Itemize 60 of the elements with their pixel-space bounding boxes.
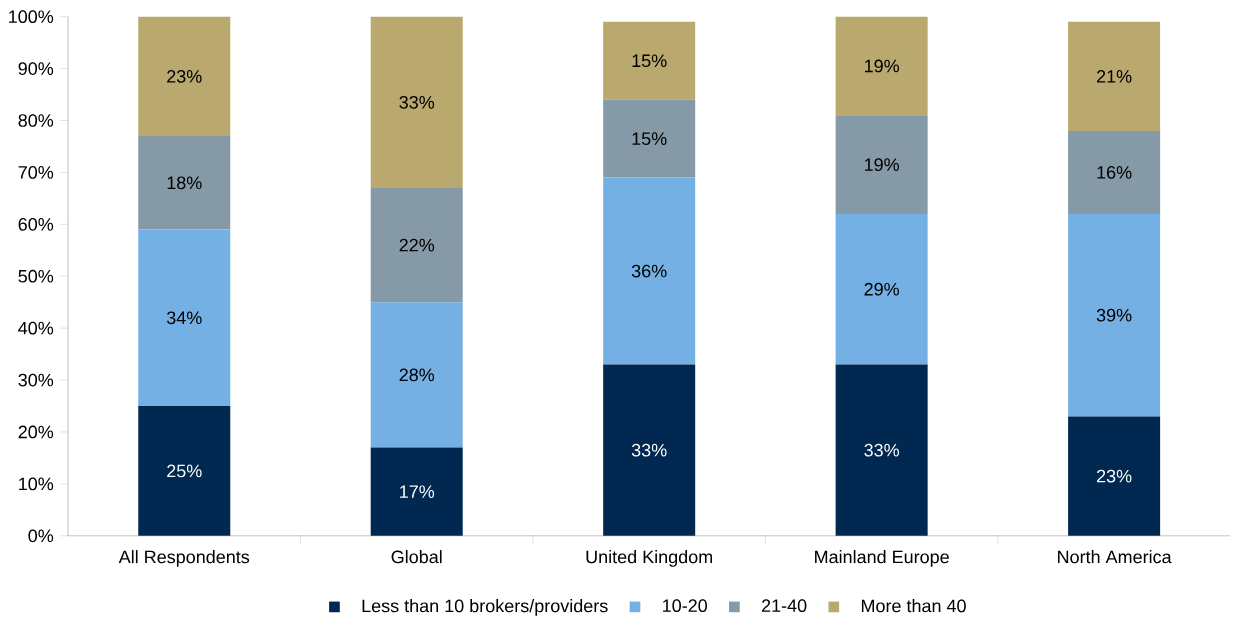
y-tick-label: 20% xyxy=(18,425,54,439)
data-label: 15% xyxy=(632,54,667,68)
bar xyxy=(370,302,463,448)
x-tick-label: Mainland Europe xyxy=(815,550,949,567)
data-label: 15% xyxy=(632,132,667,146)
bar xyxy=(138,136,231,230)
data-label: 28% xyxy=(399,368,435,382)
data-label: 33% xyxy=(864,443,900,457)
data-label: 34% xyxy=(166,311,202,325)
legend-label: 21-40 xyxy=(761,599,807,613)
data-label: 39% xyxy=(1096,308,1132,322)
data-label: 16% xyxy=(1097,166,1132,179)
bar xyxy=(835,115,928,215)
y-tick-label: 90% xyxy=(18,62,54,76)
y-tick-label: 40% xyxy=(18,321,54,335)
y-tick-label: 0% xyxy=(28,529,54,543)
y-tick-label: 80% xyxy=(18,114,54,127)
bar xyxy=(138,229,231,407)
bar xyxy=(370,188,463,303)
data-label: 22% xyxy=(399,238,435,252)
y-tick-label: 100% xyxy=(9,10,54,24)
bar xyxy=(370,447,463,536)
bar xyxy=(370,16,463,189)
bar xyxy=(835,214,928,365)
data-label: 19% xyxy=(865,158,900,172)
y-tick-label: 50% xyxy=(18,269,54,283)
bar xyxy=(603,177,696,365)
x-tick-label: United Kingdom xyxy=(586,550,712,567)
data-label: 33% xyxy=(399,96,435,109)
bar xyxy=(1068,21,1161,131)
data-label: 18% xyxy=(167,176,202,190)
data-label: 19% xyxy=(865,59,900,73)
bar xyxy=(1068,416,1161,536)
y-tick-label: 70% xyxy=(18,166,54,179)
legend-label: More than 40 xyxy=(861,599,966,613)
data-label: 25% xyxy=(167,464,202,478)
legend-label: 10-20 xyxy=(663,599,708,613)
data-label: 36% xyxy=(631,264,667,278)
bar xyxy=(138,16,231,137)
x-tick-label: All Respondents xyxy=(118,550,250,567)
bar xyxy=(1068,214,1161,417)
bar xyxy=(603,364,696,536)
x-tick-label: North America xyxy=(1058,550,1172,564)
data-label: 23% xyxy=(1096,469,1132,483)
legend-label: Less than 10 brokers/providers xyxy=(362,599,608,616)
data-label: 33% xyxy=(631,443,667,457)
data-label: 17% xyxy=(400,485,435,499)
bar xyxy=(1068,130,1161,215)
data-label: 23% xyxy=(167,70,202,83)
bar xyxy=(603,99,696,178)
y-tick-label: 10% xyxy=(19,477,54,491)
bar xyxy=(835,364,928,536)
x-tick-label: Global xyxy=(391,550,442,564)
bar xyxy=(835,16,928,116)
bar xyxy=(603,21,696,100)
bar xyxy=(138,406,231,536)
y-tick-label: 60% xyxy=(18,218,54,231)
data-label: 21% xyxy=(1096,70,1132,83)
y-tick-label: 30% xyxy=(18,373,54,387)
data-label: 29% xyxy=(864,282,900,296)
